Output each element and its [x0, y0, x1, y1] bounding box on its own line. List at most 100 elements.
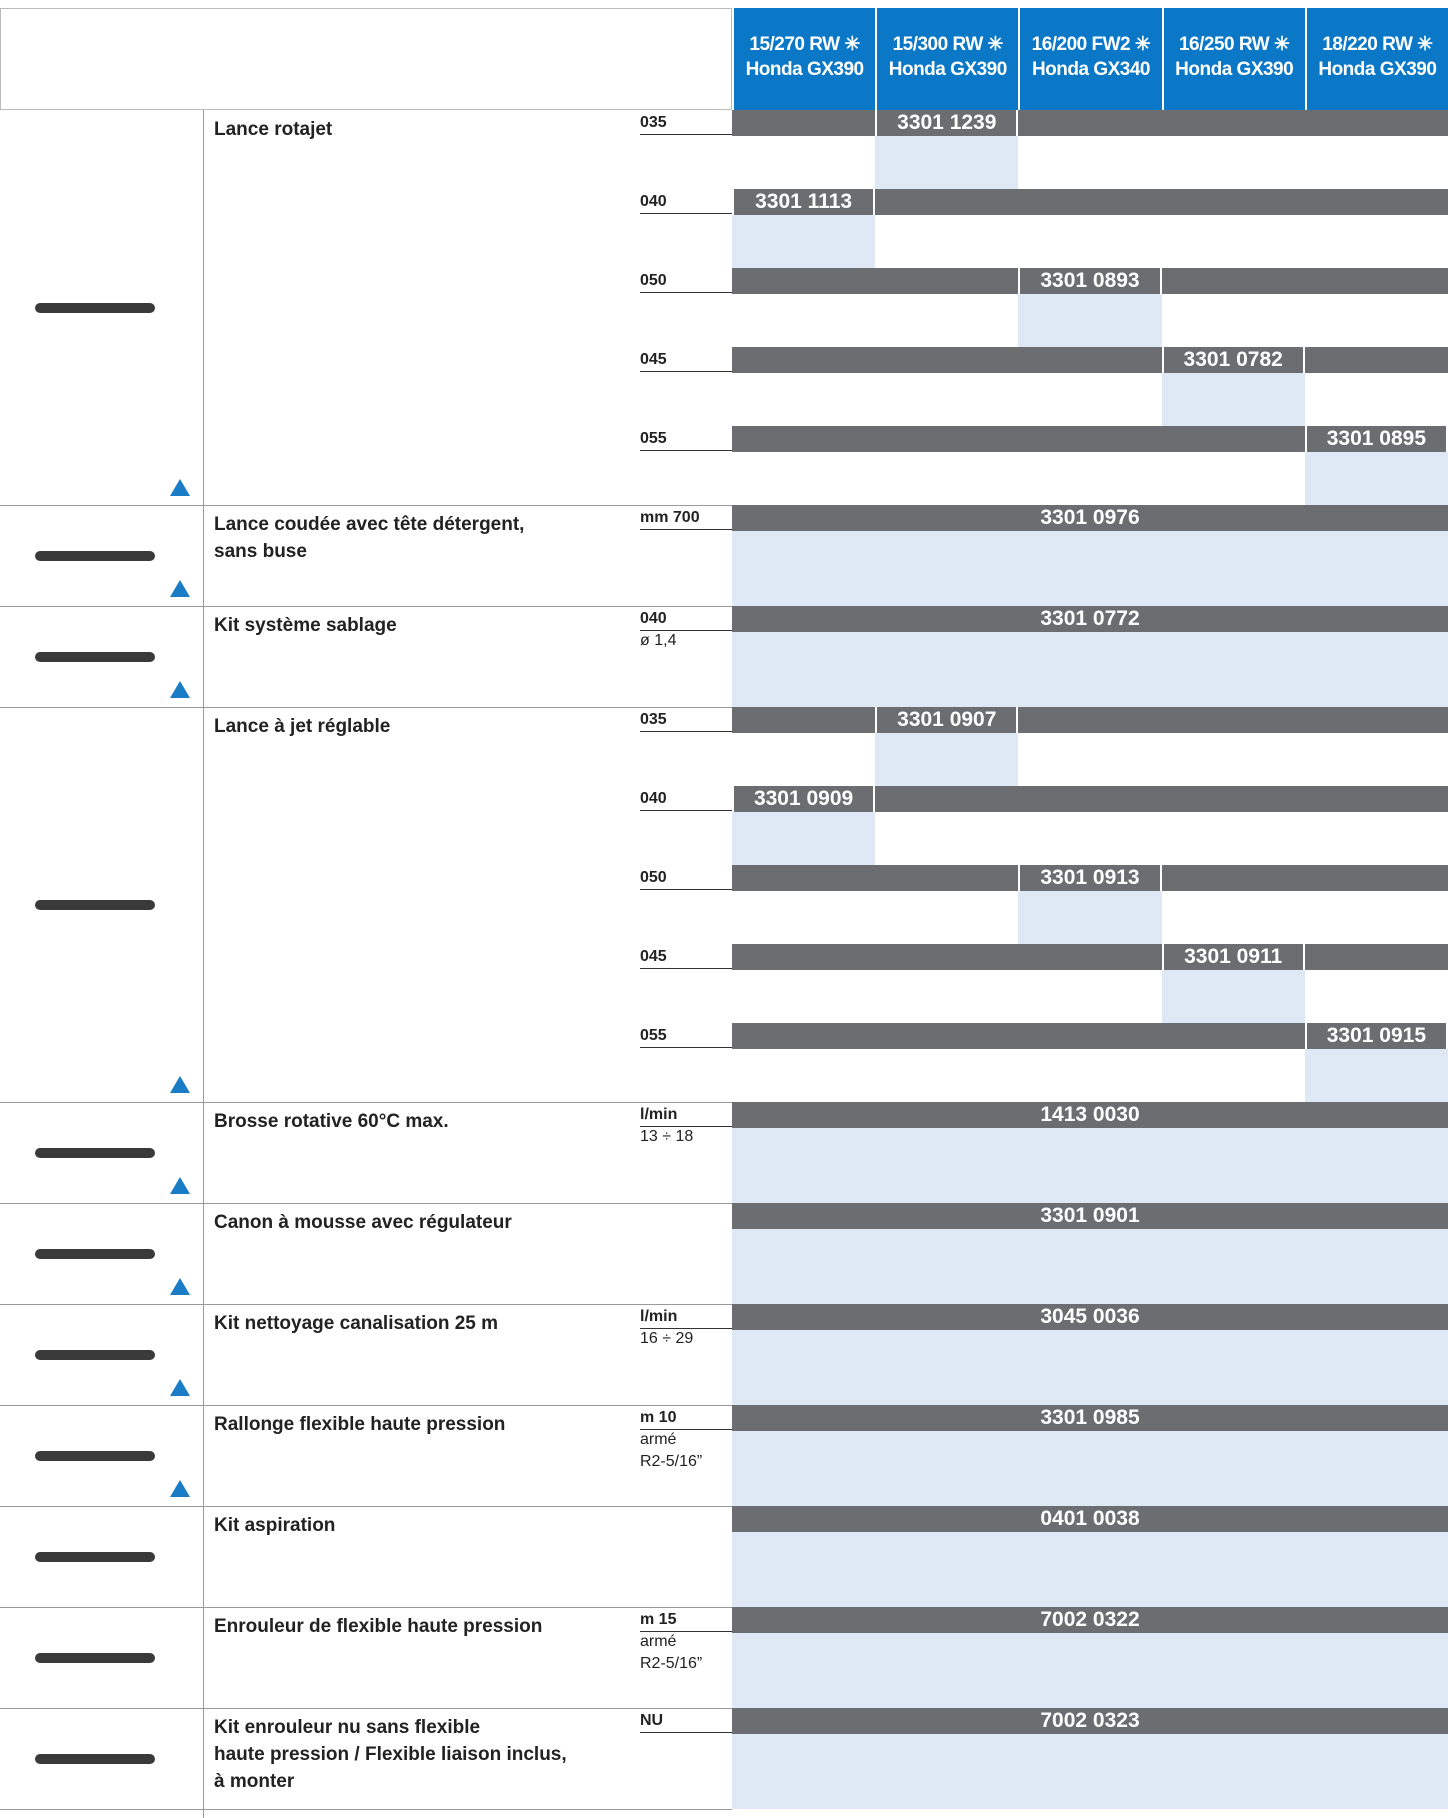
- availability: [875, 733, 1019, 786]
- bar: [732, 110, 1448, 136]
- model-label: Honda GX390: [888, 59, 1008, 80]
- part-cell: 3301 0985: [1040, 1406, 1140, 1429]
- part-cell: 3301 0895: [1304, 426, 1448, 452]
- item-name: Enrouleur de flexible haute pression: [214, 1616, 543, 1637]
- model-label: Honda GX390: [1175, 59, 1294, 80]
- row-divider: [0, 606, 732, 607]
- row-divider: [0, 1708, 732, 1709]
- part-cell: 3301 1239: [875, 110, 1019, 136]
- model-header: 15/270 RW ✳ Honda GX390: [732, 8, 876, 110]
- model-label: 15/270 RW ✳: [749, 34, 860, 55]
- spec: 055: [640, 428, 732, 451]
- spec: 045: [640, 349, 732, 372]
- part-cell: 3301 0915: [1304, 1023, 1448, 1049]
- bar: [732, 1506, 1448, 1532]
- spec: m 10: [640, 1407, 732, 1430]
- triangle: [170, 1177, 190, 1194]
- availability: [732, 632, 1448, 707]
- row-divider: [0, 505, 732, 506]
- model-header: 16/200 FW2 ✳ Honda GX340: [1018, 8, 1162, 110]
- bar: [732, 1304, 1448, 1330]
- row-divider: [0, 1809, 732, 1810]
- spec: 16 ÷ 29: [640, 1330, 694, 1347]
- spec: l/min: [640, 1104, 732, 1127]
- part-cell: 3301 1113: [732, 189, 876, 215]
- item-image: [35, 899, 155, 910]
- row-divider: [0, 1304, 732, 1305]
- item-image: [35, 1450, 155, 1461]
- spec: 045: [640, 946, 732, 969]
- spec: armé: [640, 1633, 677, 1650]
- model-header: 18/220 RW ✳ Honda GX390: [1304, 8, 1448, 110]
- item-image: [35, 1147, 155, 1158]
- spec: 040: [640, 608, 732, 631]
- row-divider: [0, 1506, 732, 1507]
- availability: [1161, 970, 1305, 1023]
- part-cell: 3301 0909: [732, 786, 876, 812]
- item-name: Lance coudée avec tête détergent,: [214, 514, 525, 535]
- row-divider: [0, 1203, 732, 1204]
- row-divider: [0, 1405, 732, 1406]
- model-header: 16/250 RW ✳ Honda GX390: [1161, 8, 1305, 110]
- part-cell: 3301 0976: [1040, 506, 1140, 529]
- availability: [1161, 373, 1305, 426]
- availability: [732, 1633, 1448, 1708]
- triangle: [170, 1278, 190, 1295]
- part-cell: 7002 0322: [1040, 1608, 1140, 1631]
- triangle: [170, 681, 190, 698]
- bar: [732, 1102, 1448, 1128]
- spec: R2-5/16”: [640, 1655, 703, 1672]
- triangle: [170, 1076, 190, 1093]
- availability: [732, 215, 876, 268]
- availability: [732, 1431, 1448, 1506]
- model-label: Honda GX390: [1318, 59, 1437, 80]
- bar: [732, 1708, 1448, 1734]
- item-image: [35, 1349, 155, 1360]
- item-name: Kit aspiration: [214, 1515, 336, 1536]
- spec: armé: [640, 1431, 677, 1448]
- triangle: [170, 479, 190, 496]
- item-name: Lance à jet réglable: [214, 716, 391, 737]
- triangle: [170, 1379, 190, 1396]
- spec: ø 1,4: [640, 632, 677, 649]
- row-divider: [0, 1607, 732, 1608]
- item-image: [35, 550, 155, 561]
- availability: [732, 1330, 1448, 1405]
- spec: m 15: [640, 1609, 732, 1632]
- spec: mm 700: [640, 507, 732, 530]
- bar: [732, 606, 1448, 632]
- item-name: Brosse rotative 60°C max.: [214, 1111, 449, 1132]
- part-cell: 3301 0901: [1040, 1204, 1140, 1227]
- bar: [732, 707, 1448, 733]
- availability: [732, 812, 876, 865]
- spec: 050: [640, 867, 732, 890]
- bar: [732, 189, 1448, 215]
- availability: [1304, 1049, 1448, 1102]
- bar: [732, 268, 1448, 294]
- bar: [732, 1405, 1448, 1431]
- item-name: Kit nettoyage canalisation 25 m: [214, 1313, 499, 1334]
- item-image: [35, 1753, 155, 1764]
- part-cell: 7002 0323: [1040, 1709, 1140, 1732]
- part-cell: 1413 0030: [1040, 1103, 1140, 1126]
- part-cell: 3301 0782: [1161, 347, 1305, 373]
- spec: R2-5/16”: [640, 1453, 703, 1470]
- spec: l/min: [640, 1306, 732, 1329]
- availability: [732, 1734, 1448, 1809]
- bar: [732, 1023, 1448, 1049]
- row-divider: [0, 707, 732, 708]
- row-divider: [0, 1102, 732, 1103]
- model-label: 15/300 RW ✳: [892, 34, 1004, 55]
- spec: 040: [640, 191, 732, 214]
- item-name: Rallonge flexible haute pression: [214, 1414, 506, 1435]
- spec: 050: [640, 270, 732, 293]
- item-name: Kit enrouleur nu sans flexible: [214, 1717, 481, 1738]
- item-name: Lance rotajet: [214, 119, 333, 140]
- bar: [732, 347, 1448, 373]
- availability: [875, 136, 1019, 189]
- item-image: [35, 1551, 155, 1562]
- availability: [732, 1532, 1448, 1607]
- bar: [732, 944, 1448, 970]
- bar: [732, 1203, 1448, 1229]
- availability: [1018, 891, 1162, 944]
